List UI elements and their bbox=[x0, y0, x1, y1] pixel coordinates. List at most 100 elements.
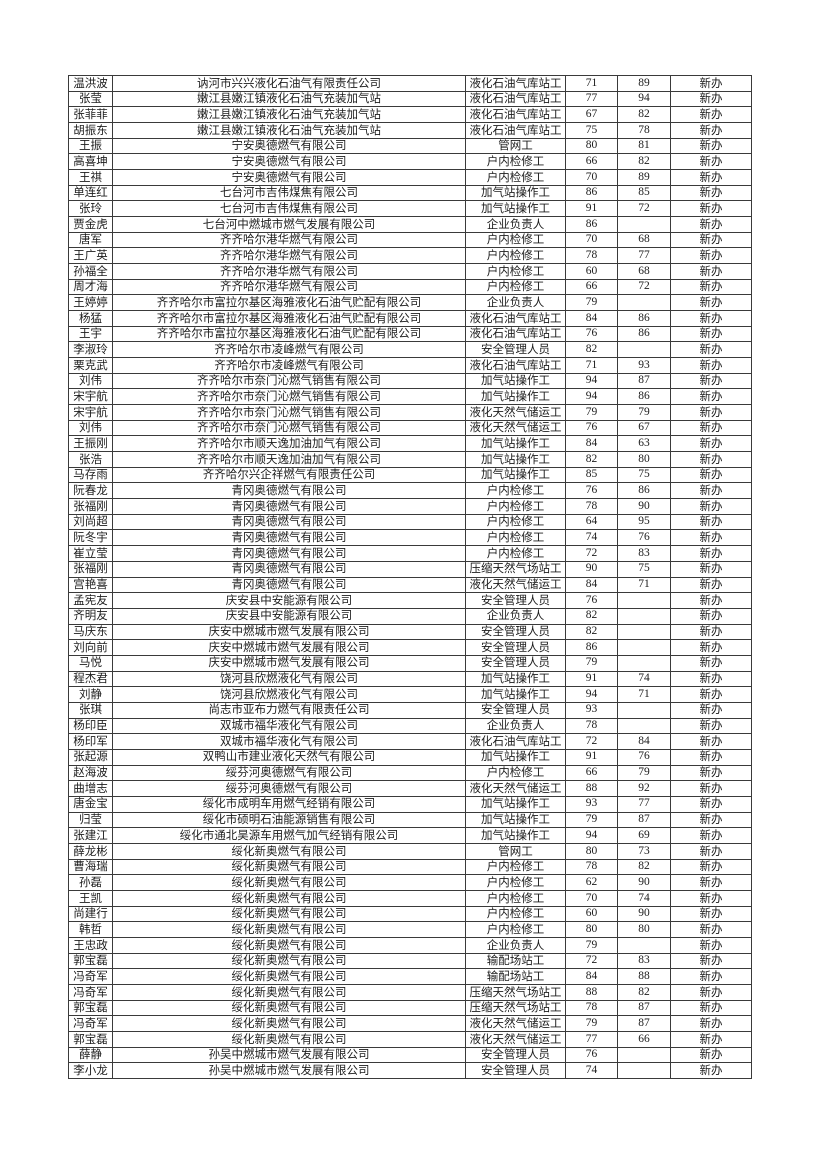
cell-score-1: 91 bbox=[565, 670, 618, 688]
cell-status: 新办 bbox=[670, 686, 752, 703]
cell-score-1: 66 bbox=[565, 153, 618, 171]
table-row: 王祺 宁安奥德燃气有限公司 户内检修工 70 89 新办 bbox=[68, 169, 752, 186]
table-row: 刘尚超 青冈奥德燃气有限公司 户内检修工 64 95 新办 bbox=[68, 513, 752, 531]
cell-score-1: 62 bbox=[565, 874, 618, 891]
cell-status: 新办 bbox=[670, 654, 752, 672]
cell-score-1: 71 bbox=[565, 75, 618, 92]
cell-job-title: 液化石油气库站工 bbox=[465, 310, 566, 327]
cell-company: 绥化新奥燃气有限公司 bbox=[112, 1015, 466, 1032]
table-row: 郭宝磊 绥化新奥燃气有限公司 输配场站工 72 83 新办 bbox=[68, 952, 752, 970]
cell-worker-name: 单连红 bbox=[68, 184, 113, 202]
cell-job-title: 户内检修工 bbox=[465, 263, 566, 280]
cell-company: 齐齐哈尔港华燃气有限公司 bbox=[112, 247, 466, 265]
cell-score-1: 66 bbox=[565, 764, 618, 782]
cell-score-1: 91 bbox=[565, 748, 618, 766]
table-row: 李淑玲 齐齐哈尔市凌峰燃气有限公司 安全管理人员 82 新办 bbox=[68, 341, 752, 359]
cell-status: 新办 bbox=[670, 216, 752, 233]
cell-worker-name: 张琪 bbox=[68, 701, 113, 719]
table-row: 张莹 嫩江县嫩江镇液化石油气充装加气站 液化石油气库站工 77 94 新办 bbox=[68, 90, 752, 108]
table-row: 张浩 齐齐哈尔市顺天逸加油加气有限公司 加气站操作工 82 80 新办 bbox=[68, 451, 752, 468]
cell-worker-name: 高喜坤 bbox=[68, 153, 113, 171]
table-row: 杨猛 齐齐哈尔市富拉尔基区海雅液化石油气贮配有限公司 液化石油气库站工 84 8… bbox=[68, 310, 752, 327]
cell-company: 齐齐哈尔市奈门沁燃气销售有限公司 bbox=[112, 372, 466, 390]
table-row: 孙福全 齐齐哈尔港华燃气有限公司 户内检修工 60 68 新办 bbox=[68, 263, 752, 280]
cell-worker-name: 冯奇军 bbox=[68, 983, 113, 1001]
cell-worker-name: 杨印军 bbox=[68, 733, 113, 750]
table-row: 高喜坤 宁安奥德燃气有限公司 户内检修工 66 82 新办 bbox=[68, 153, 752, 171]
cell-score-2: 89 bbox=[617, 75, 671, 92]
cell-company: 庆安县中安能源有限公司 bbox=[112, 592, 466, 609]
cell-status: 新办 bbox=[670, 592, 752, 609]
cell-company: 七台河市吉伟煤焦有限公司 bbox=[112, 184, 466, 202]
cell-worker-name: 宋宇航 bbox=[68, 388, 113, 406]
table-row: 韩哲 绥化新奥燃气有限公司 户内检修工 80 80 新办 bbox=[68, 921, 752, 938]
cell-status: 新办 bbox=[670, 357, 752, 374]
cell-score-2 bbox=[617, 341, 671, 359]
cell-score-2: 79 bbox=[617, 764, 671, 782]
cell-score-2: 82 bbox=[617, 106, 671, 124]
cell-worker-name: 程杰君 bbox=[68, 670, 113, 688]
table-row: 周才海 齐齐哈尔港华燃气有限公司 户内检修工 66 72 新办 bbox=[68, 278, 752, 296]
table-row: 张玲 七台河市吉伟煤焦有限公司 加气站操作工 91 72 新办 bbox=[68, 200, 752, 218]
cell-worker-name: 孙福全 bbox=[68, 263, 113, 280]
cell-company: 宁安奥德燃气有限公司 bbox=[112, 137, 466, 155]
cell-worker-name: 崔立莹 bbox=[68, 545, 113, 562]
cell-job-title: 安全管理人员 bbox=[465, 654, 566, 672]
cell-score-1: 85 bbox=[565, 466, 618, 484]
cell-score-1: 60 bbox=[565, 263, 618, 280]
cell-score-2: 74 bbox=[617, 670, 671, 688]
cell-company: 绥化新奥燃气有限公司 bbox=[112, 1030, 466, 1048]
cell-job-title: 输配场站工 bbox=[465, 968, 566, 985]
cell-score-1: 94 bbox=[565, 388, 618, 406]
cell-worker-name: 杨猛 bbox=[68, 310, 113, 327]
cell-status: 新办 bbox=[670, 419, 752, 437]
cell-worker-name: 胡振东 bbox=[68, 122, 113, 139]
cell-worker-name: 尚建行 bbox=[68, 905, 113, 923]
cell-job-title: 加气站操作工 bbox=[465, 795, 566, 813]
cell-score-2: 71 bbox=[617, 686, 671, 703]
cell-company: 齐齐哈尔兴企祥燃气有限责任公司 bbox=[112, 466, 466, 484]
cell-status: 新办 bbox=[670, 325, 752, 343]
cell-job-title: 液化石油气库站工 bbox=[465, 106, 566, 124]
cell-status: 新办 bbox=[670, 435, 752, 453]
cell-score-1: 78 bbox=[565, 498, 618, 515]
cell-score-2: 86 bbox=[617, 482, 671, 500]
cell-score-2 bbox=[617, 654, 671, 672]
cell-status: 新办 bbox=[670, 294, 752, 312]
cell-score-2 bbox=[617, 1046, 671, 1064]
table-row: 刘伟 齐齐哈尔市奈门沁燃气销售有限公司 加气站操作工 94 87 新办 bbox=[68, 372, 752, 390]
cell-score-1: 78 bbox=[565, 858, 618, 876]
cell-score-1: 84 bbox=[565, 310, 618, 327]
cell-status: 新办 bbox=[670, 263, 752, 280]
cell-company: 绥芬河奥德燃气有限公司 bbox=[112, 780, 466, 797]
cell-score-2: 82 bbox=[617, 983, 671, 1001]
cell-score-1: 79 bbox=[565, 654, 618, 672]
cell-company: 青冈奥德燃气有限公司 bbox=[112, 498, 466, 515]
cell-score-1: 60 bbox=[565, 905, 618, 923]
cell-worker-name: 马存雨 bbox=[68, 466, 113, 484]
cell-score-2: 66 bbox=[617, 1030, 671, 1048]
cell-job-title: 压缩天然气场站工 bbox=[465, 983, 566, 1001]
cell-company: 青冈奥德燃气有限公司 bbox=[112, 545, 466, 562]
cell-company: 七台河中燃城市燃气发展有限公司 bbox=[112, 216, 466, 233]
cell-company: 青冈奥德燃气有限公司 bbox=[112, 482, 466, 500]
cell-status: 新办 bbox=[670, 513, 752, 531]
cell-job-title: 液化石油气库站工 bbox=[465, 122, 566, 139]
cell-score-2: 72 bbox=[617, 278, 671, 296]
cell-score-2: 87 bbox=[617, 1015, 671, 1032]
table-row: 赵海波 绥芬河奥德燃气有限公司 户内检修工 66 79 新办 bbox=[68, 764, 752, 782]
cell-worker-name: 李小龙 bbox=[68, 1062, 113, 1079]
cell-status: 新办 bbox=[670, 607, 752, 625]
cell-company: 齐齐哈尔市奈门沁燃气销售有限公司 bbox=[112, 419, 466, 437]
cell-status: 新办 bbox=[670, 388, 752, 406]
cell-job-title: 液化天然气储运工 bbox=[465, 419, 566, 437]
table-row: 王婷婷 齐齐哈尔市富拉尔基区海雅液化石油气贮配有限公司 企业负责人 79 新办 bbox=[68, 294, 752, 312]
cell-job-title: 户内检修工 bbox=[465, 764, 566, 782]
cell-score-1: 84 bbox=[565, 576, 618, 594]
cell-company: 绥化新奥燃气有限公司 bbox=[112, 921, 466, 938]
cell-worker-name: 冯奇军 bbox=[68, 968, 113, 985]
cell-status: 新办 bbox=[670, 670, 752, 688]
cell-score-1: 77 bbox=[565, 1030, 618, 1048]
cell-status: 新办 bbox=[670, 811, 752, 829]
cell-company: 绥化新奥燃气有限公司 bbox=[112, 968, 466, 985]
